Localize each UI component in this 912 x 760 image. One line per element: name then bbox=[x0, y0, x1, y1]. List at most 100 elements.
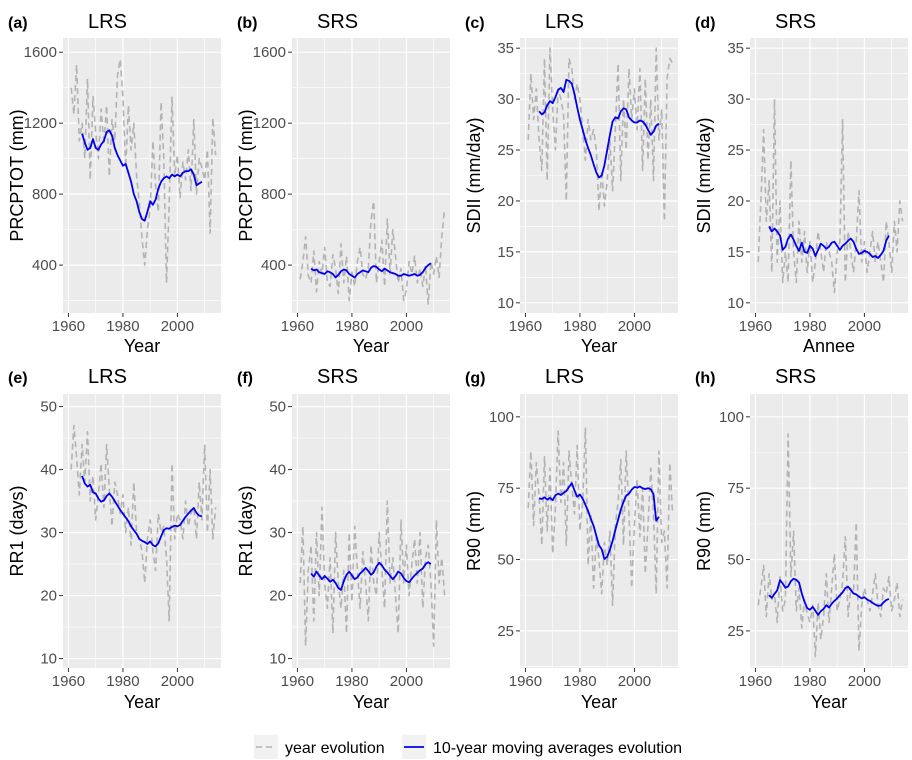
y-tick-label: 20 bbox=[727, 193, 744, 210]
x-tick-label: 2000 bbox=[390, 318, 423, 335]
y-tick-label: 15 bbox=[497, 244, 514, 261]
y-tick-label: 15 bbox=[727, 244, 744, 261]
y-tick-label: 25 bbox=[727, 623, 744, 640]
y-tick-label: 1600 bbox=[24, 44, 57, 61]
x-tick-label: 2000 bbox=[161, 673, 194, 690]
annual-series-line bbox=[527, 47, 674, 223]
y-tick-label: 40 bbox=[269, 462, 286, 479]
x-axis-title: Year bbox=[581, 336, 617, 356]
x-tick-label: 2000 bbox=[848, 673, 881, 690]
moving-average-series-line bbox=[81, 475, 203, 548]
annual-series-line bbox=[757, 98, 904, 294]
x-tick-label: 2000 bbox=[848, 318, 881, 335]
y-tick-label: 10 bbox=[727, 295, 744, 312]
y-axis-title: SDII (mm/day) bbox=[464, 117, 484, 233]
y-tick-label: 30 bbox=[40, 525, 57, 542]
moving-average-series-line bbox=[310, 262, 432, 279]
panel-letter: (e) bbox=[8, 370, 28, 387]
x-tick-label: 1960 bbox=[52, 318, 85, 335]
annual-series-line bbox=[70, 58, 217, 284]
moving-average-series-line bbox=[81, 129, 203, 222]
panel-title: SRS bbox=[775, 366, 816, 388]
y-tick-label: 30 bbox=[727, 91, 744, 108]
legend: year evolution 10-year moving averages ev… bbox=[254, 735, 682, 759]
panel-title: LRS bbox=[88, 11, 127, 33]
x-axis-title: Year bbox=[353, 336, 389, 356]
y-axis-title: RR1 (days) bbox=[236, 485, 256, 576]
moving-average-series-line bbox=[538, 78, 660, 179]
panel-letter: (g) bbox=[465, 370, 485, 387]
moving-average-series-line bbox=[768, 225, 890, 259]
x-axis-title: Annee bbox=[803, 336, 855, 356]
panel-title: SRS bbox=[775, 11, 816, 33]
y-axis-title: RR1 (days) bbox=[7, 485, 27, 576]
plot-background bbox=[750, 394, 908, 668]
y-tick-label: 1600 bbox=[253, 44, 286, 61]
x-tick-label: 1960 bbox=[739, 318, 772, 335]
y-tick-label: 20 bbox=[269, 588, 286, 605]
x-tick-label: 1960 bbox=[281, 673, 314, 690]
x-axis-title: Year bbox=[811, 692, 847, 712]
y-tick-label: 1200 bbox=[253, 115, 286, 132]
y-tick-label: 75 bbox=[727, 480, 744, 497]
plot-background bbox=[63, 394, 221, 668]
x-axis-title: Year bbox=[353, 692, 389, 712]
panel-letter: (f) bbox=[237, 370, 253, 387]
x-tick-label: 1960 bbox=[281, 318, 314, 335]
moving-average-series-line bbox=[310, 561, 432, 591]
y-tick-label: 10 bbox=[269, 651, 286, 668]
x-tick-label: 2000 bbox=[161, 318, 194, 335]
x-tick-label: 1960 bbox=[52, 673, 85, 690]
annual-series-line bbox=[70, 424, 217, 622]
x-axis-title: Year bbox=[124, 692, 160, 712]
x-tick-label: 1960 bbox=[739, 673, 772, 690]
x-tick-label: 1980 bbox=[563, 318, 596, 335]
panel-c: 1960 1980 2000 10 15 20 25 30 35 (c) LRS Year SDII (… bbox=[464, 11, 678, 356]
y-axis-title: R90 (mm) bbox=[464, 491, 484, 571]
y-tick-label: 35 bbox=[727, 40, 744, 57]
y-tick-label: 30 bbox=[497, 91, 514, 108]
x-axis-title: Year bbox=[124, 336, 160, 356]
y-axis-title: PRCPTOT (mm) bbox=[7, 109, 27, 241]
y-tick-label: 400 bbox=[32, 257, 57, 274]
y-tick-label: 25 bbox=[727, 142, 744, 159]
y-tick-label: 50 bbox=[269, 399, 286, 416]
y-tick-label: 25 bbox=[497, 623, 514, 640]
panel-letter: (c) bbox=[465, 15, 485, 32]
panel-f: 1960 1980 2000 10 20 30 40 50 (f) SRS Year RR1 (day… bbox=[236, 366, 450, 712]
panel-letter: (b) bbox=[237, 15, 257, 32]
panel-letter: (a) bbox=[8, 15, 28, 32]
legend-label-annual: year evolution bbox=[285, 740, 385, 757]
x-tick-label: 1980 bbox=[793, 673, 826, 690]
x-tick-label: 1980 bbox=[335, 673, 368, 690]
plot-background bbox=[292, 394, 450, 668]
y-tick-label: 20 bbox=[40, 588, 57, 605]
y-axis-title: PRCPTOT (mm) bbox=[236, 109, 256, 241]
y-tick-label: 10 bbox=[497, 295, 514, 312]
panel-b: 1960 1980 2000 400 800 1200 1600 (b) SRS Year PRCP… bbox=[236, 11, 450, 356]
panel-e: 1960 1980 2000 10 20 30 40 50 (e) LRS Year RR1 (day… bbox=[7, 366, 221, 712]
y-tick-label: 100 bbox=[719, 409, 744, 426]
y-tick-label: 35 bbox=[497, 40, 514, 57]
y-tick-label: 40 bbox=[40, 462, 57, 479]
x-tick-label: 1980 bbox=[335, 318, 368, 335]
y-tick-label: 800 bbox=[32, 186, 57, 203]
moving-average-series-line bbox=[538, 482, 660, 560]
y-tick-label: 10 bbox=[40, 651, 57, 668]
panel-title: LRS bbox=[545, 366, 584, 388]
panel-letter: (d) bbox=[695, 15, 715, 32]
x-tick-label: 1980 bbox=[106, 673, 139, 690]
x-tick-label: 1960 bbox=[509, 673, 542, 690]
y-axis-title: SDII (mm/day) bbox=[694, 117, 714, 233]
panel-title: LRS bbox=[545, 11, 584, 33]
panel-g: 1960 1980 2000 25 50 75 100 (g) LRS Year R90 (mm) bbox=[464, 366, 678, 712]
x-tick-label: 2000 bbox=[618, 673, 651, 690]
y-tick-label: 25 bbox=[497, 142, 514, 159]
annual-series-line bbox=[527, 427, 674, 607]
y-tick-label: 50 bbox=[40, 399, 57, 416]
panel-d: 1960 1980 2000 10 15 20 25 30 35 (d) SRS Annee SDII … bbox=[694, 11, 908, 356]
annual-series-line bbox=[299, 500, 446, 647]
moving-average-series-line bbox=[768, 577, 890, 616]
y-tick-label: 400 bbox=[261, 257, 286, 274]
